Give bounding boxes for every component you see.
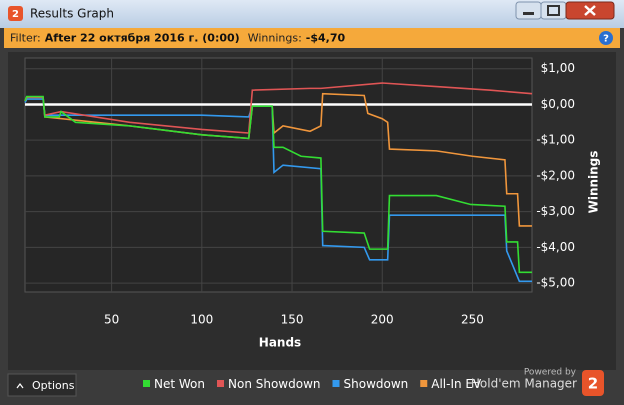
legend-swatch — [143, 380, 150, 387]
legend-swatch — [420, 380, 428, 387]
x-axis-title: Hands — [259, 336, 301, 350]
y-tick-label: $0,00 — [541, 97, 575, 111]
x-tick-label: 150 — [281, 313, 304, 327]
help-icon: ? — [603, 34, 609, 45]
close-icon — [584, 5, 596, 16]
x-tick-label: 200 — [371, 313, 394, 327]
legend-label: Non Showdown — [228, 377, 321, 391]
help-button[interactable] — [599, 31, 613, 45]
brand: Hold'em Manager — [471, 377, 577, 391]
winnings-value: -$4,70 — [306, 32, 346, 45]
legend-label: Net Won — [154, 377, 205, 391]
app-icon — [8, 6, 23, 21]
y-axis-title: Winnings — [587, 151, 601, 214]
legend-label: All-In EV — [431, 377, 482, 391]
filter-value: After 22 октября 2016 г. (0:00) — [45, 32, 240, 45]
x-tick-label: 100 — [190, 313, 213, 327]
y-tick-label: -$1,00 — [536, 133, 575, 147]
x-tick-label: 250 — [461, 313, 484, 327]
brand-logo-text: 2 — [588, 375, 598, 393]
chart: 50 100 150 200 250 $1,00 $0,00 -$1,00 -$2,00 -$3,… — [24, 58, 575, 391]
series-line — [24, 95, 532, 274]
minimize-button[interactable] — [515, 1, 542, 20]
filter-bar — [4, 28, 620, 48]
legend-swatch — [217, 380, 224, 387]
options-button[interactable] — [7, 373, 77, 397]
y-tick-label: $1,00 — [541, 61, 575, 75]
y-tick-label: -$5,00 — [536, 276, 575, 290]
winnings-label: Winnings: — [248, 32, 302, 45]
y-tick-label: -$3,00 — [536, 204, 575, 218]
powered-by: Powered by — [524, 368, 577, 378]
legend-label: Showdown — [344, 377, 409, 391]
y-tick-label: -$4,00 — [536, 240, 575, 254]
legend-swatch — [332, 380, 340, 387]
options-text: Options — [32, 379, 75, 392]
maximize-button[interactable] — [540, 1, 567, 20]
series-line — [24, 98, 532, 283]
brand-logo — [582, 370, 604, 396]
options-icon — [16, 383, 24, 389]
filter-label: Filter: — [10, 32, 41, 45]
plot-area — [24, 57, 533, 293]
app-icon-text: 2 — [12, 9, 19, 20]
minimize-icon — [523, 12, 534, 15]
y-tick-label: -$2,00 — [536, 168, 575, 182]
maximize-icon — [547, 5, 560, 16]
x-tick-label: 50 — [104, 313, 119, 327]
window-title: Results Graph — [30, 7, 114, 21]
